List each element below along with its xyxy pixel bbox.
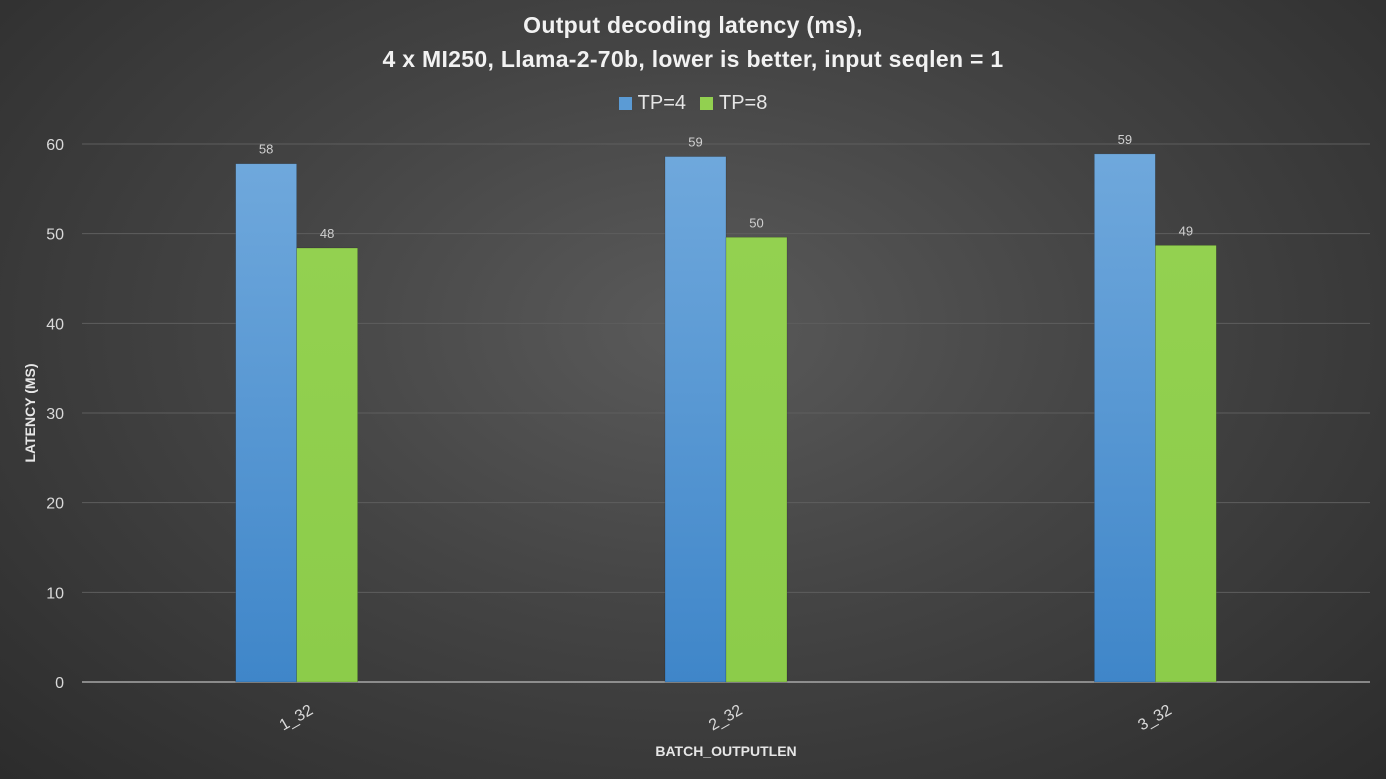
x-tick-label: 1_32 [277,702,316,735]
legend-swatch-tp8 [700,97,713,110]
legend-label-tp4: TP=4 [637,92,686,114]
bar-tp8-2_32 [725,236,788,683]
legend: TP=4 TP=8 [0,92,1386,115]
y-tick-label: 0 [55,675,64,692]
y-tick-label: 30 [46,406,64,423]
bar-tp4-3_32 [1094,153,1156,683]
y-tick-label: 60 [46,137,64,154]
bar-tp4-2_32 [664,156,727,683]
legend-swatch-tp4 [618,97,632,110]
x-tick-label: 3_32 [1135,702,1174,735]
chart-subtitle: 4 x MI250, Llama-2-70b, lower is better,… [382,46,1004,72]
data-label: 59 [1118,132,1132,147]
y-tick-label: 20 [46,496,64,513]
bar-tp8-3_32 [1155,245,1217,683]
legend-item-tp8: TP=8 [700,92,767,115]
legend-item-tp4: TP=4 [618,92,686,115]
legend-label-tp8: TP=8 [719,92,768,114]
x-tick-label: 2_32 [706,702,745,735]
data-label: 49 [1179,223,1193,238]
bar-tp8-1_32 [296,247,358,683]
data-label: 59 [688,135,702,150]
chart-title: Output decoding latency (ms), [523,12,863,38]
data-label: 50 [749,215,763,230]
y-tick-label: 50 [46,227,64,244]
y-tick-label: 40 [46,316,64,333]
data-label: 48 [320,226,334,241]
y-tick-label: 10 [46,585,64,602]
bar-tp4-1_32 [235,163,297,683]
x-axis-title: BATCH_OUTPUTLEN [655,743,796,759]
data-label: 58 [259,142,273,157]
y-axis-title: LATENCY (MS) [22,363,38,462]
